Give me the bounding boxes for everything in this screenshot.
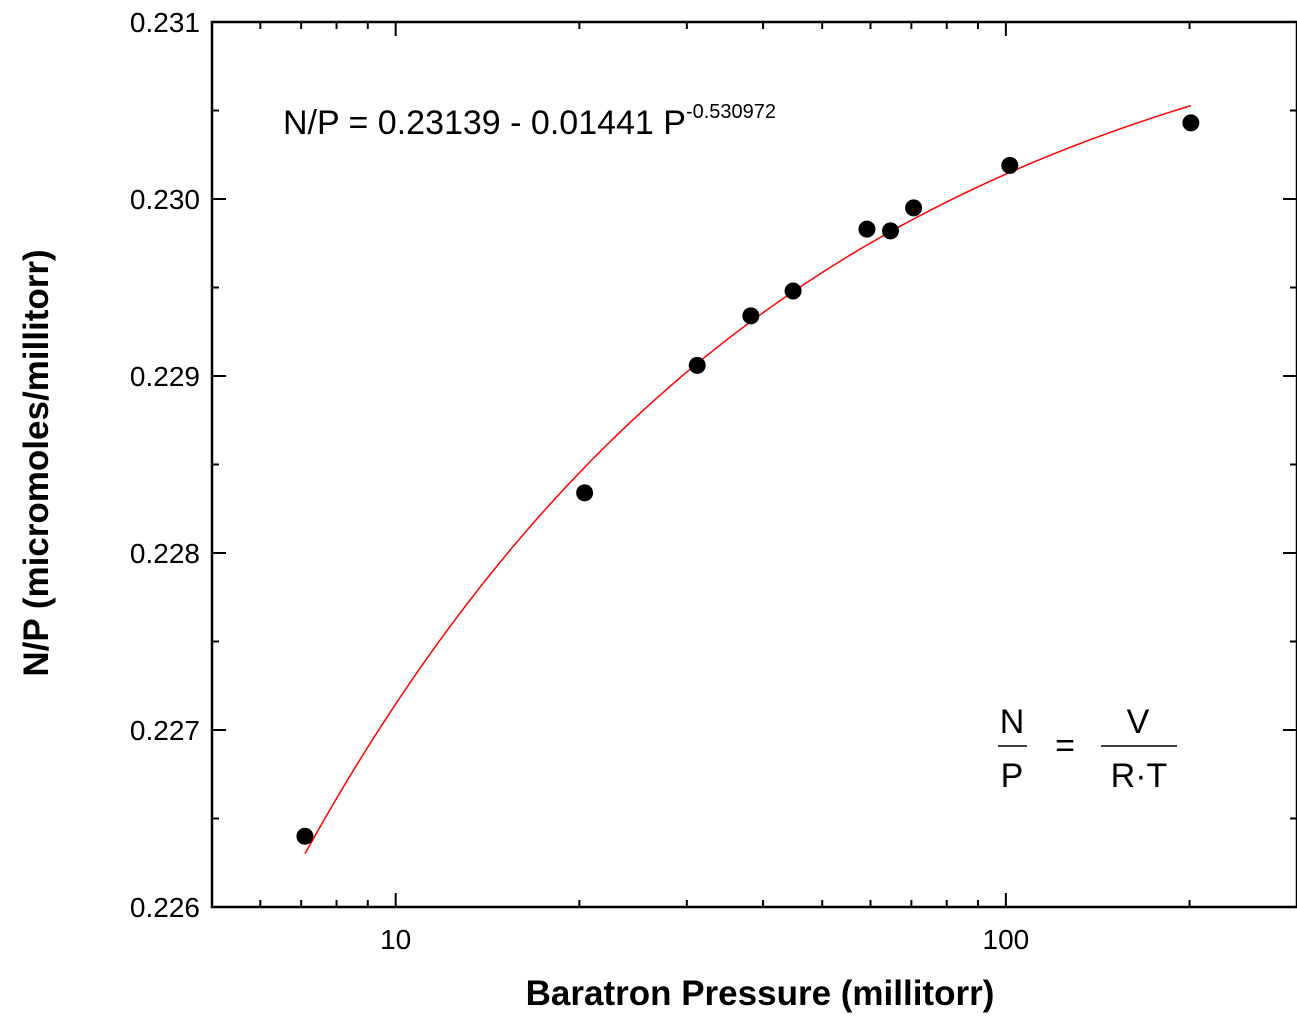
y-tick-labels: 0.226 0.227 0.228 0.229 0.230 0.231 [130,7,200,923]
y-tick-label: 0.226 [130,892,200,923]
data-point [858,221,875,238]
x-tick-label: 100 [983,924,1030,955]
equation-annotation: N/P = 0.23139 - 0.01441 P-0.530972 [283,101,776,142]
x-axis-title: Baratron Pressure (millitorr) [526,974,995,1013]
data-point [1182,114,1199,131]
x-tick-label: 10 [380,924,411,955]
data-point [882,222,899,239]
frac-left-numerator: N [1000,703,1025,741]
frac-left-denominator: P [1001,757,1024,795]
y-axis-title: N/P (micromoles/millitorr) [17,249,56,676]
equals-sign: = [1055,727,1075,765]
data-point [785,283,802,300]
data-point [689,357,706,374]
data-point [905,199,922,216]
y-tick-label: 0.229 [130,361,200,392]
y-tick-label: 0.227 [130,715,200,746]
frac-right-numerator: V [1127,703,1150,741]
y-tick-label: 0.231 [130,7,200,38]
data-point [576,484,593,501]
frac-right-denominator: R·T [1111,757,1168,795]
equation-main: N/P = 0.23139 - 0.01441 P [283,104,686,142]
data-point [742,307,759,324]
y-tick-label: 0.228 [130,538,200,569]
y-tick-label: 0.230 [130,184,200,215]
equation-exponent: -0.530972 [686,101,776,123]
x-tick-labels: 10 100 [380,924,1029,955]
data-point [296,828,313,845]
gas-law-formula: N P = V R·T [998,703,1177,795]
data-point [1001,157,1018,174]
